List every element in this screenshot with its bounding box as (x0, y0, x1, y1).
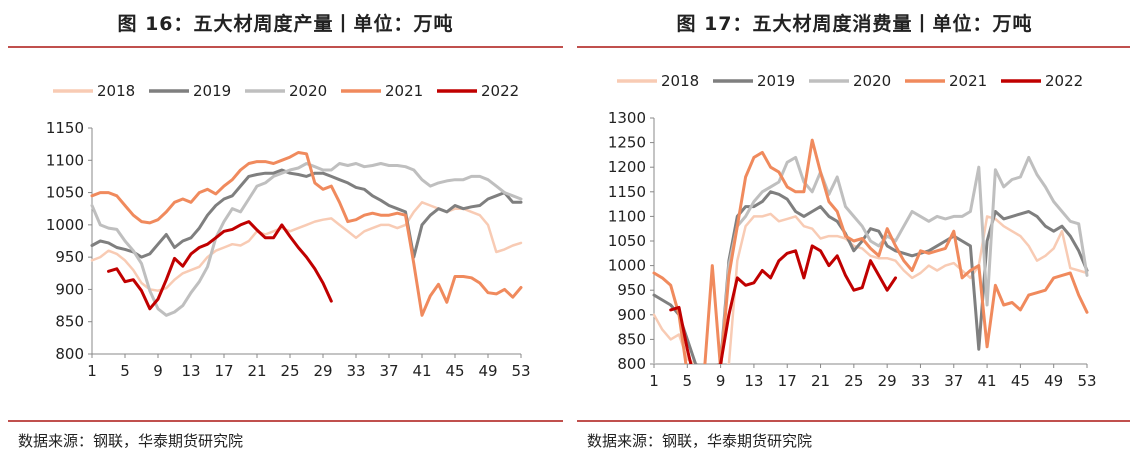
legend-label-2022: 2022 (481, 82, 519, 100)
x-tick-label: 5 (683, 372, 693, 390)
x-tick-label: 9 (716, 372, 726, 390)
legend-label-2019: 2019 (193, 82, 231, 100)
x-tick-label: 13 (744, 372, 763, 390)
x-tick-label: 33 (911, 372, 930, 390)
legend-label-2020: 2020 (853, 72, 891, 90)
x-tick-label: 21 (811, 372, 830, 390)
series-line-2021 (90, 151, 523, 317)
x-tick-label: 49 (1044, 372, 1063, 390)
consumption-line-chart: 2018 2019 2020 2021 2022 800 850 900 950 1000 1050… (608, 72, 1097, 390)
x-tick-label: 33 (346, 362, 365, 380)
y-tick-label: 950 (55, 248, 84, 266)
legend-label-2020: 2020 (289, 82, 327, 100)
x-tick-label: 41 (978, 372, 997, 390)
y-tick-label: 1000 (608, 257, 646, 275)
y-tick-label: 1300 (608, 109, 646, 127)
x-tick-label: 41 (412, 362, 431, 380)
y-tick-label: 1150 (608, 183, 646, 201)
x-tick-label: 1 (87, 362, 97, 380)
x-tick-label: 53 (511, 362, 530, 380)
y-tick-label: 1100 (608, 207, 646, 225)
y-tick-label: 850 (617, 330, 646, 348)
series-line-2021 (652, 138, 1089, 364)
x-tick-label: 5 (120, 362, 130, 380)
y-tick-label: 1050 (608, 232, 646, 250)
x-tick-label: 49 (478, 362, 497, 380)
chart-panel-production: 图 16：五大材周度产量丨单位：万吨 2018 2019 2020 2021 2022 8… (8, 0, 563, 459)
x-tick-label: 1 (649, 372, 659, 390)
source-note: 数据来源：钢联，华泰期货研究院 (18, 432, 244, 450)
x-tick-label: 17 (214, 362, 233, 380)
legend-label-2021: 2021 (385, 82, 423, 100)
x-tick-label: 45 (445, 362, 464, 380)
x-tick-label: 53 (1077, 372, 1096, 390)
legend-label-2018: 2018 (661, 72, 699, 90)
legend-label-2021: 2021 (949, 72, 987, 90)
y-tick-label: 800 (617, 355, 646, 373)
x-tick-label: 21 (247, 362, 266, 380)
x-tick-label: 29 (313, 362, 332, 380)
x-tick-label: 25 (280, 362, 299, 380)
title-divider (577, 46, 1130, 48)
y-tick-label: 950 (617, 281, 646, 299)
legend-label-2018: 2018 (97, 82, 135, 100)
legend-label-2019: 2019 (757, 72, 795, 90)
series-line-2020 (90, 162, 523, 317)
x-tick-label: 13 (181, 362, 200, 380)
x-tick-label: 17 (778, 372, 797, 390)
y-tick-label: 1250 (608, 134, 646, 152)
source-divider (8, 420, 563, 422)
y-tick-label: 1100 (46, 151, 84, 169)
series-line-2019 (90, 168, 523, 259)
source-note: 数据来源：钢联，华泰期货研究院 (587, 432, 813, 450)
x-tick-label: 37 (944, 372, 963, 390)
y-tick-label: 1000 (46, 216, 84, 234)
x-tick-label: 25 (844, 372, 863, 390)
y-tick-label: 1050 (46, 184, 84, 202)
series-line-2022 (107, 220, 333, 311)
x-tick-label: 37 (379, 362, 398, 380)
chart-panel-consumption: 图 17：五大材周度消费量丨单位：万吨 2018 2019 2020 2021 2022… (577, 0, 1130, 459)
chart-title: 图 16：五大材周度产量丨单位：万吨 (117, 13, 454, 35)
source-divider (577, 420, 1130, 422)
title-divider (8, 46, 563, 48)
x-tick-label: 9 (153, 362, 163, 380)
x-tick-label: 45 (1011, 372, 1030, 390)
series-line-2018 (652, 212, 1089, 364)
y-tick-label: 900 (55, 280, 84, 298)
y-tick-label: 900 (617, 306, 646, 324)
y-tick-label: 1200 (608, 158, 646, 176)
y-tick-label: 800 (55, 345, 84, 363)
series-line-2022 (669, 244, 897, 364)
legend-label-2022: 2022 (1045, 72, 1083, 90)
chart-title: 图 17：五大材周度消费量丨单位：万吨 (676, 13, 1033, 35)
x-tick-label: 29 (878, 372, 897, 390)
production-line-chart: 2018 2019 2020 2021 2022 800 850 900 950 1000 1050… (46, 82, 531, 380)
y-tick-label: 1150 (46, 119, 84, 137)
y-tick-label: 850 (55, 313, 84, 331)
